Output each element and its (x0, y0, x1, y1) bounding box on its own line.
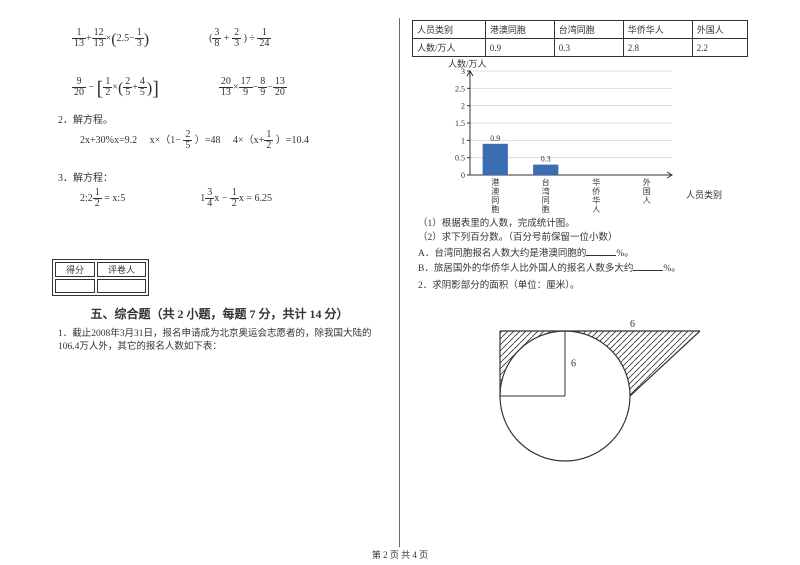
shaded-diagram: 66 (460, 301, 700, 471)
svg-text:人: 人 (592, 205, 600, 214)
q2: （2）求下列百分数。（百分号前保留一位小数） (418, 231, 748, 245)
svg-text:1: 1 (461, 136, 465, 145)
eq-2b: x×（1− 25 ）=48 (150, 135, 221, 146)
problem-2-para: 2．求阴影部分的面积（单位：厘米）。 (418, 280, 748, 293)
svg-text:0: 0 (461, 171, 465, 180)
td-1: 0.9 (485, 39, 554, 57)
th-4: 外国人 (692, 21, 747, 39)
expr-1b: (38 + 23 ) ÷ 124 (209, 28, 271, 49)
blank-a[interactable] (586, 246, 616, 256)
svg-text:外: 外 (643, 177, 651, 187)
svg-text:6: 6 (630, 319, 635, 330)
qB-text: B．旅居国外的华侨华人比外国人的报名人数多大约 (418, 264, 633, 274)
svg-text:1.5: 1.5 (455, 119, 465, 128)
td-4: 2.2 (692, 39, 747, 57)
svg-text:华: 华 (592, 195, 600, 205)
td-2: 0.3 (554, 39, 623, 57)
diagram-svg: 66 (460, 301, 700, 471)
td-3: 2.8 (623, 39, 692, 57)
eq-3b: 134x − 12x = 6.25 (200, 193, 272, 204)
bar-chart: 人数/万人 人员类别 00.511.522.530.9港澳同胞0.3台湾同胞华侨… (442, 63, 682, 213)
th-1: 港澳同胞 (485, 21, 554, 39)
svg-text:0.9: 0.9 (490, 134, 500, 143)
svg-text:澳: 澳 (491, 186, 499, 196)
svg-text:湾: 湾 (542, 186, 550, 196)
score-header-1: 得分 (55, 262, 95, 277)
svg-text:6: 6 (571, 359, 576, 370)
table-data-row: 人数/万人 0.9 0.3 2.8 2.2 (413, 39, 748, 57)
svg-text:侨: 侨 (592, 186, 600, 196)
page-footer: 第 2 页 共 4 页 (0, 548, 800, 561)
qA-text: A．台湾同胞报名人数大约是港澳同胞的 (418, 249, 586, 259)
th-3: 华侨华人 (623, 21, 692, 39)
math-row-2: 920 − [12×(25+45)] 2013×179−89−1320 (72, 77, 387, 101)
score-header-2: 评卷人 (97, 262, 146, 277)
right-column: 人员类别 港澳同胞 台湾同胞 华侨华人 外国人 人数/万人 0.9 0.3 2.… (400, 18, 760, 547)
x-axis-title: 人员类别 (686, 188, 722, 201)
math-row-1: 113+1213×(2.5−13) (38 + 23 ) ÷ 124 (72, 28, 387, 49)
problem-3-equations: 2:212 = x:5 134x − 12x = 6.25 (80, 188, 387, 209)
th-0: 人员类别 (413, 21, 486, 39)
eq-3a: 2:212 = x:5 (80, 193, 125, 204)
score-box: 得分 评卷人 (52, 259, 149, 296)
svg-text:2: 2 (461, 102, 465, 111)
problem-1-para: 1．截止2008年3月31日，报名申请成为北京奥运会志愿者的，除我国大陆的106… (58, 328, 387, 355)
question-list: （1）根据表里的人数，完成统计图。 （2）求下列百分数。（百分号前保留一位小数）… (418, 217, 748, 276)
problem-2-equations: 2x+30%x=9.2 x×（1− 25 ）=48 4×（x+12 ）=10.4 (80, 130, 387, 151)
svg-text:胞: 胞 (491, 204, 499, 214)
bar-chart-svg: 00.511.522.530.9港澳同胞0.3台湾同胞华侨华人外国人 (442, 63, 682, 213)
y-axis-title: 人数/万人 (448, 57, 487, 70)
expr-2a: 920 − [12×(25+45)] (72, 77, 159, 101)
th-2: 台湾同胞 (554, 21, 623, 39)
eq-2a: 2x+30%x=9.2 (80, 135, 137, 146)
svg-text:胞: 胞 (542, 204, 550, 214)
svg-text:国: 国 (643, 187, 651, 196)
table-header-row: 人员类别 港澳同胞 台湾同胞 华侨华人 外国人 (413, 21, 748, 39)
svg-text:同: 同 (491, 196, 499, 205)
qB: B．旅居国外的华侨华人比外国人的报名人数多大约 %。 (418, 261, 748, 276)
svg-text:同: 同 (542, 196, 550, 205)
qA: A．台湾同胞报名人数大约是港澳同胞的 %。 (418, 246, 748, 261)
svg-text:台: 台 (542, 177, 550, 187)
data-table: 人员类别 港澳同胞 台湾同胞 华侨华人 外国人 人数/万人 0.9 0.3 2.… (412, 20, 748, 57)
td-0: 人数/万人 (413, 39, 486, 57)
qA-pct: %。 (616, 249, 633, 259)
eq-2c: 4×（x+12 ）=10.4 (233, 135, 309, 146)
expr-2b: 2013×179−89−1320 (219, 77, 287, 101)
left-column: 113+1213×(2.5−13) (38 + 23 ) ÷ 124 920 −… (40, 18, 400, 547)
q1: （1）根据表里的人数，完成统计图。 (418, 217, 748, 231)
svg-text:人: 人 (643, 196, 651, 205)
svg-text:2.5: 2.5 (455, 84, 465, 93)
svg-text:华: 华 (592, 177, 600, 187)
qB-pct: %。 (663, 264, 680, 274)
svg-text:0.5: 0.5 (455, 154, 465, 163)
problem-3-label: 3．解方程： (58, 169, 387, 184)
problem-2-label: 2．解方程。 (58, 111, 387, 126)
section-5-title: 五、综合题（共 2 小题，每题 7 分，共计 14 分） (52, 305, 387, 322)
blank-b[interactable] (633, 261, 663, 271)
svg-text:0.3: 0.3 (541, 155, 551, 164)
svg-text:港: 港 (491, 177, 499, 187)
expr-1a: 113+1213×(2.5−13) (72, 28, 149, 49)
